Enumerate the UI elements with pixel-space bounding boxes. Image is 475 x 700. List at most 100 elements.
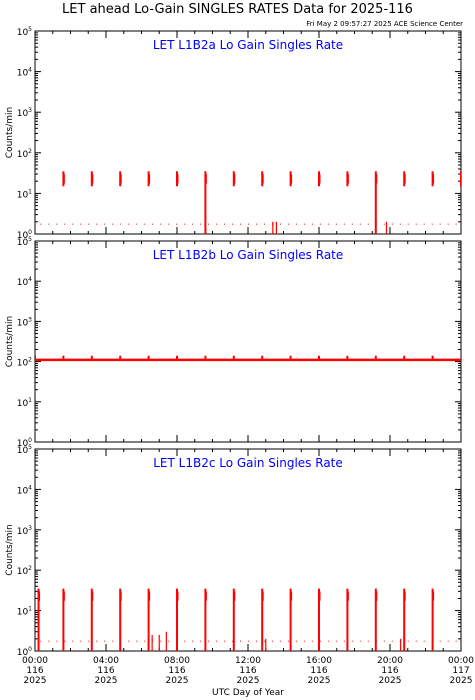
series-point <box>48 223 50 225</box>
y-axis-label: Counts/min <box>5 107 15 158</box>
series-point <box>64 223 66 225</box>
series-point <box>136 640 138 642</box>
series-point <box>80 223 82 225</box>
series-point <box>399 223 401 225</box>
series-point <box>351 223 353 225</box>
y-tick-label: 102 <box>17 148 32 160</box>
series-point <box>104 640 106 642</box>
series-point <box>56 640 58 642</box>
y-axis-label: Counts/min <box>5 316 15 367</box>
series-point <box>447 223 449 225</box>
series-point <box>455 640 457 642</box>
series-point <box>40 223 42 225</box>
series-point <box>407 640 409 642</box>
series-point <box>136 223 138 225</box>
series-point <box>192 223 194 225</box>
series-point <box>88 640 90 642</box>
series-point <box>431 223 433 225</box>
y-tick-label: 101 <box>17 606 32 618</box>
series-point <box>80 640 82 642</box>
series-point <box>311 640 313 642</box>
series-point <box>208 640 210 642</box>
series-point <box>455 223 457 225</box>
x-tick-label: 2025 <box>379 676 402 686</box>
series-point <box>423 223 425 225</box>
series-point <box>128 640 130 642</box>
series-point <box>152 223 154 225</box>
series-point <box>216 640 218 642</box>
panel-frame <box>34 448 462 652</box>
series-point <box>303 640 305 642</box>
main-title: LET ahead Lo-Gain SINGLES RATES Data for… <box>62 2 413 17</box>
series-point <box>112 640 114 642</box>
series-point <box>295 223 297 225</box>
series-point <box>383 223 385 225</box>
y-tick-label: 103 <box>17 316 32 328</box>
series-point <box>216 223 218 225</box>
series-point <box>160 223 162 225</box>
series-point <box>48 640 50 642</box>
x-tick-label: 00:00 <box>22 656 48 666</box>
series-point <box>391 223 393 225</box>
series-point <box>240 640 242 642</box>
series-point <box>96 223 98 225</box>
series-point <box>64 640 66 642</box>
series-point <box>327 640 329 642</box>
series-point <box>160 640 162 642</box>
series-point <box>112 223 114 225</box>
x-tick-label: 116 <box>381 666 398 676</box>
x-tick-label: 2025 <box>450 676 473 686</box>
x-tick-label: 2025 <box>237 676 260 686</box>
x-tick-label: 116 <box>26 666 43 676</box>
x-tick-label: 2025 <box>95 676 118 686</box>
y-tick-label: 103 <box>17 107 32 119</box>
series-point <box>351 640 353 642</box>
series-point <box>391 640 393 642</box>
panel-title: LET L1B2b Lo Gain Singles Rate <box>153 248 344 262</box>
series-point <box>88 223 90 225</box>
y-tick-label: 104 <box>17 276 32 288</box>
y-tick-label: 103 <box>17 525 32 537</box>
series-point <box>184 223 186 225</box>
timestamp: Fri May 2 09:57:27 2025 ACE Science Cent… <box>306 20 463 28</box>
series-point <box>144 640 146 642</box>
panel-title: LET L1B2c Lo Gain Singles Rate <box>153 456 343 470</box>
x-tick-label: 116 <box>97 666 114 676</box>
x-tick-label: 2025 <box>308 676 331 686</box>
series-point <box>184 640 186 642</box>
x-axis-label: UTC Day of Year <box>212 688 284 698</box>
series-point <box>263 223 265 225</box>
series-point <box>40 640 42 642</box>
series-point <box>120 223 122 225</box>
series-point <box>176 223 178 225</box>
series-point <box>327 223 329 225</box>
series-point <box>335 223 337 225</box>
y-tick-label: 105 <box>17 444 32 456</box>
series-point <box>439 640 441 642</box>
series-point <box>240 223 242 225</box>
series-point <box>248 223 249 225</box>
series-data <box>40 171 461 234</box>
series-point <box>367 640 369 642</box>
series-point <box>279 640 281 642</box>
series-point <box>295 640 297 642</box>
series-point <box>248 640 249 642</box>
y-tick-label: 104 <box>17 67 32 79</box>
series-point <box>271 640 273 642</box>
x-tick-label: 116 <box>310 666 327 676</box>
x-tick-label: 116 <box>168 666 185 676</box>
series-point <box>208 223 210 225</box>
series-point <box>263 640 265 642</box>
series-point <box>447 640 449 642</box>
x-tick-label: 04:00 <box>93 656 119 666</box>
series-point <box>224 640 226 642</box>
series-point <box>56 223 58 225</box>
panel-frame <box>34 240 462 443</box>
y-tick-label: 105 <box>17 26 32 38</box>
series-point <box>407 223 409 225</box>
series-point <box>343 223 345 225</box>
series-point <box>359 223 361 225</box>
series-point <box>104 223 106 225</box>
